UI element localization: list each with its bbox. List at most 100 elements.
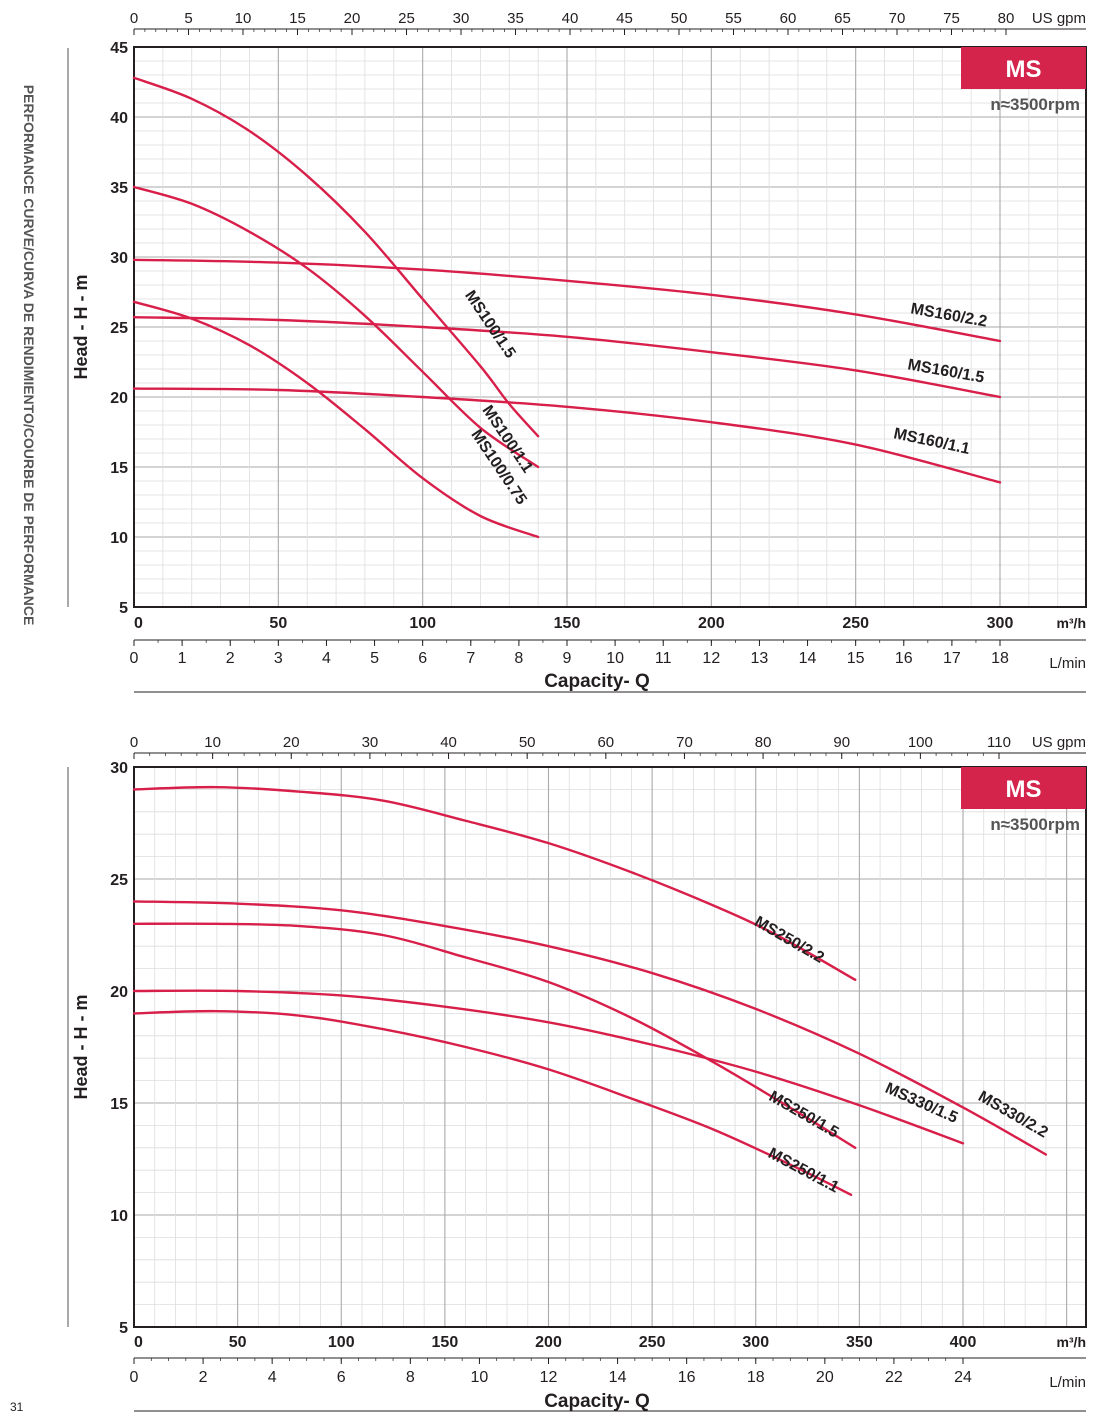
gpm-tick-label: 10 [235, 10, 252, 27]
gpm-tick-label: 60 [597, 734, 614, 751]
y-tick-label: 10 [110, 530, 128, 547]
model-badge-label: MS [1006, 56, 1042, 83]
lmin-tick-label: 18 [991, 650, 1009, 667]
x-tick-label: 400 [950, 1334, 977, 1351]
lmin-tick-label: 8 [406, 1369, 415, 1386]
model-badge-label: MS [1006, 776, 1042, 803]
y-tick-label: 20 [110, 390, 128, 407]
x-tick-label: 250 [639, 1334, 666, 1351]
gpm-tick-label: 0 [130, 734, 138, 751]
lmin-tick-label: 13 [751, 650, 769, 667]
model-badge [961, 767, 1086, 809]
pump-curve-ms250-2-2 [132, 785, 857, 981]
speed-label: n≈3500rpm [990, 95, 1080, 114]
x-tick-label: 50 [229, 1334, 247, 1351]
x-tick-label: 200 [535, 1334, 562, 1351]
lmin-tick-label: 16 [895, 650, 913, 667]
lmin-tick-label: 20 [816, 1369, 834, 1386]
y-tick-label: 10 [110, 1208, 128, 1225]
y-tick-label: 45 [110, 40, 128, 57]
speed-label: n≈3500rpm [990, 815, 1080, 834]
pump-curve-ms100-0-75 [132, 300, 540, 539]
gpm-tick-label: 110 [987, 734, 1011, 751]
gpm-tick-label: 55 [725, 10, 742, 27]
lmin-tick-label: 11 [655, 650, 672, 667]
page-number: 31 [10, 1400, 24, 1413]
gpm-tick-label: 5 [184, 10, 192, 27]
pump-curve-ms330-1-5 [132, 989, 965, 1145]
y-tick-label: 15 [110, 1096, 128, 1113]
lmin-tick-label: 2 [199, 1369, 208, 1386]
curve-label: MS330/2.2 [975, 1088, 1051, 1141]
gpm-tick-label: 80 [998, 10, 1015, 27]
gpm-tick-label: 50 [519, 734, 536, 751]
gpm-tick-label: 20 [344, 10, 361, 27]
lmin-tick-label: 4 [268, 1369, 277, 1386]
lmin-tick-label: 24 [954, 1369, 972, 1386]
lmin-tick-label: 16 [678, 1369, 696, 1386]
gpm-tick-label: 15 [289, 10, 306, 27]
lmin-tick-label: 5 [370, 650, 379, 667]
plot-frame [133, 46, 1087, 608]
y-axis-label: Head - H - m [71, 274, 91, 379]
curve-label: MS250/2.2 [751, 913, 827, 966]
lmin-tick-label: 0 [130, 650, 139, 667]
y-tick-label: 5 [119, 1320, 128, 1337]
x-tick-label: 300 [742, 1334, 769, 1351]
pump-curve-ms160-1-5 [132, 316, 1002, 399]
lmin-tick-label: 1 [178, 650, 187, 667]
lmin-tick-label: 14 [799, 650, 817, 667]
side-title: PERFORMANCE CURVE/CURVA DE RENDIMIENTO/C… [21, 85, 37, 626]
x-tick-label: 150 [432, 1334, 459, 1351]
lmin-tick-label: 10 [606, 650, 624, 667]
x-axis-label: Capacity- Q [544, 1391, 650, 1412]
lmin-tick-label: 3 [274, 650, 283, 667]
pump-curve-ms250-1-1 [132, 1009, 853, 1197]
plot-frame [133, 766, 1087, 1328]
gpm-tick-label: 70 [676, 734, 693, 751]
y-tick-label: 35 [110, 180, 128, 197]
gpm-tick-label: 0 [130, 10, 138, 27]
pump-curve-ms100-1-1 [132, 185, 540, 469]
gpm-tick-label: 80 [755, 734, 772, 751]
lmin-tick-label: 17 [943, 650, 961, 667]
lmin-tick-label: 6 [418, 650, 427, 667]
y-tick-label: 15 [110, 460, 128, 477]
gpm-unit-label: US gpm [1032, 734, 1086, 751]
pump-curve-ms160-2-2 [132, 258, 1002, 343]
x-axis-label: Capacity- Q [544, 671, 650, 692]
y-tick-label: 30 [110, 760, 128, 777]
lmin-tick-label: 6 [337, 1369, 346, 1386]
x-tick-label: 250 [842, 615, 869, 632]
y-tick-label: 25 [110, 872, 128, 889]
y-tick-label: 40 [110, 110, 128, 127]
lmin-tick-label: 8 [514, 650, 523, 667]
x-tick-label: 100 [328, 1334, 355, 1351]
gpm-tick-label: 70 [889, 10, 906, 27]
lmin-tick-label: 15 [847, 650, 865, 667]
lmin-tick-label: 7 [466, 650, 475, 667]
pump-curve-ms100-1-5 [132, 76, 540, 438]
lmin-tick-label: 12 [702, 650, 720, 667]
gpm-tick-label: 65 [834, 10, 851, 27]
lmin-unit-label: L/min [1049, 655, 1086, 672]
x-tick-label: 150 [554, 615, 581, 632]
gpm-tick-label: 45 [616, 10, 633, 27]
x-tick-label: 350 [846, 1334, 873, 1351]
y-tick-label: 20 [110, 984, 128, 1001]
x-unit-label: m³/h [1056, 1334, 1086, 1350]
gpm-unit-label: US gpm [1032, 10, 1086, 27]
gpm-tick-label: 100 [908, 734, 933, 751]
gpm-tick-label: 40 [562, 10, 579, 27]
pump-curve-ms330-2-2 [132, 900, 1048, 1156]
gpm-tick-label: 20 [283, 734, 300, 751]
lmin-tick-label: 4 [322, 650, 331, 667]
lmin-unit-label: L/min [1049, 1374, 1086, 1391]
gpm-tick-label: 40 [440, 734, 457, 751]
pump-curve-ms160-1-1 [132, 387, 1002, 484]
gpm-tick-label: 90 [833, 734, 850, 751]
y-tick-label: 30 [110, 250, 128, 267]
lmin-tick-label: 18 [747, 1369, 765, 1386]
x-tick-label: 100 [409, 615, 436, 632]
